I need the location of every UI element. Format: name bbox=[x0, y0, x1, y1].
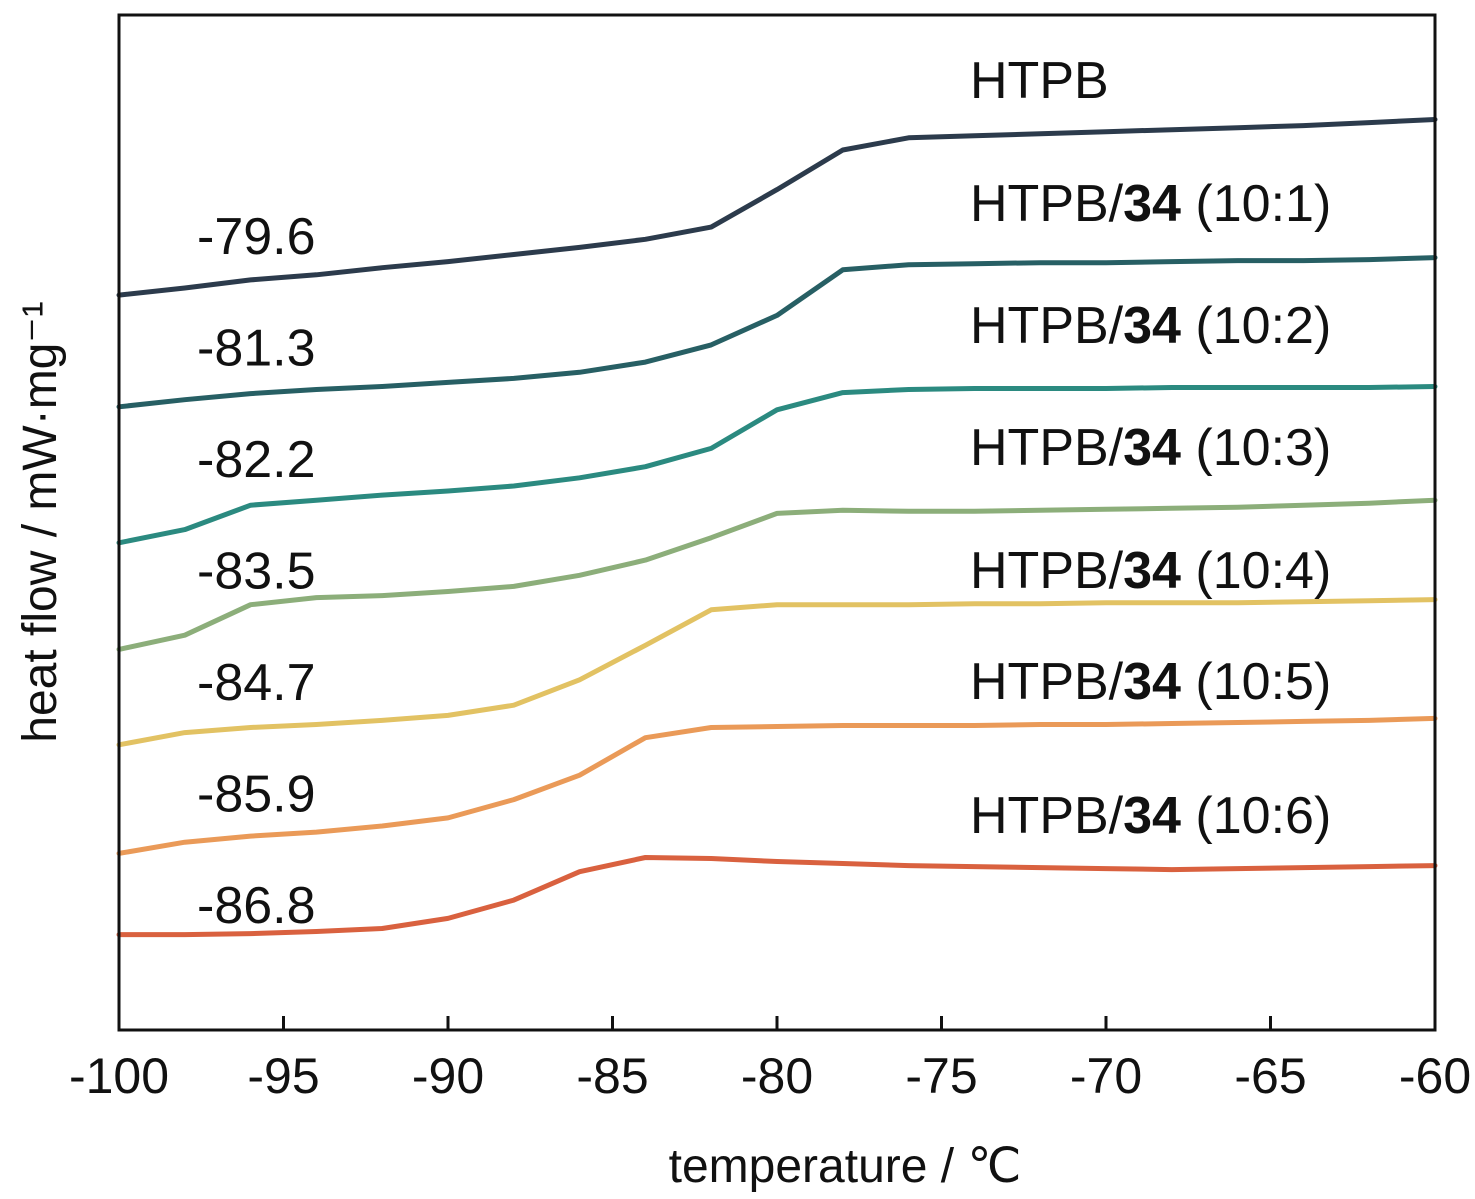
x-tick-label: -75 bbox=[905, 1048, 977, 1104]
series-name: HTPB/34 (10:1) bbox=[970, 175, 1331, 233]
x-tick-label: -90 bbox=[412, 1048, 484, 1104]
series-name: HTPB/34 (10:3) bbox=[970, 419, 1331, 477]
tg-label: -83.5 bbox=[197, 543, 316, 601]
tg-label: -79.6 bbox=[197, 208, 316, 266]
tg-label: -81.3 bbox=[197, 320, 316, 378]
tg-label: -82.2 bbox=[197, 431, 316, 489]
x-tick-label: -65 bbox=[1234, 1048, 1306, 1104]
series-line bbox=[116, 855, 1438, 938]
series-name: HTPB/34 (10:2) bbox=[970, 297, 1331, 355]
series-line bbox=[116, 117, 1438, 298]
x-tick-label: -100 bbox=[69, 1048, 169, 1104]
x-tick-label: -95 bbox=[247, 1048, 319, 1104]
series-name: HTPB/34 (10:5) bbox=[970, 653, 1331, 711]
x-axis-title: temperature / ℃ bbox=[669, 1140, 1022, 1193]
series-name: HTPB bbox=[970, 52, 1109, 110]
x-tick-label: -60 bbox=[1399, 1048, 1471, 1104]
series-line bbox=[116, 497, 1438, 652]
series-line bbox=[116, 255, 1438, 410]
x-tick-label: -80 bbox=[741, 1048, 813, 1104]
series-line bbox=[116, 597, 1438, 748]
series-line bbox=[116, 384, 1438, 546]
x-tick-label: -70 bbox=[1070, 1048, 1142, 1104]
plot-frame bbox=[117, 13, 1437, 1032]
series-name: HTPB/34 (10:4) bbox=[970, 542, 1331, 600]
series-name: HTPB/34 (10:6) bbox=[970, 787, 1331, 845]
y-axis-title: heat flow / mW·mg⁻¹ bbox=[14, 301, 67, 742]
tg-label: -85.9 bbox=[197, 766, 316, 824]
series-line bbox=[116, 715, 1438, 856]
x-tick-label: -85 bbox=[576, 1048, 648, 1104]
tg-label: -86.8 bbox=[197, 877, 316, 935]
tg-label: -84.7 bbox=[197, 654, 316, 712]
